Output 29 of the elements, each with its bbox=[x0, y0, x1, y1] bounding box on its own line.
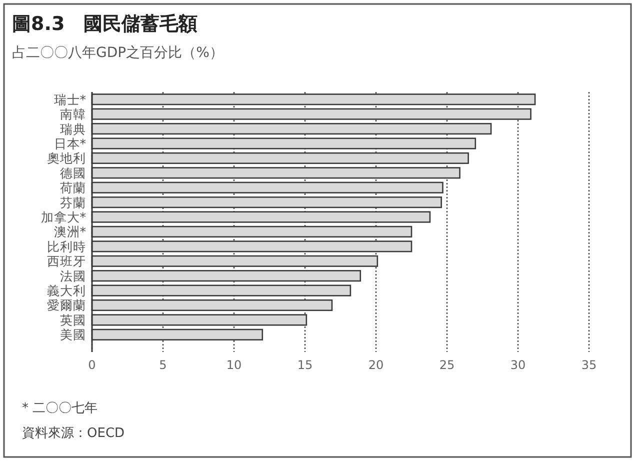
y-tick-label: 愛爾蘭 bbox=[47, 298, 86, 313]
y-tick-label: 南韓 bbox=[60, 106, 86, 122]
y-tick-label: 英國 bbox=[60, 312, 86, 328]
y-tick-label: 法國 bbox=[60, 268, 86, 284]
x-tick-label: 10 bbox=[226, 358, 242, 372]
x-tick-label: 25 bbox=[439, 358, 455, 372]
y-tick-label: 澳洲* bbox=[54, 224, 86, 240]
y-tick-label: 日本* bbox=[54, 136, 86, 151]
x-tick-label: 15 bbox=[297, 358, 313, 372]
y-tick-label: 瑞典 bbox=[60, 121, 86, 136]
chart-title: 圖8.3 國民儲蓄毛額 bbox=[12, 13, 198, 35]
y-tick-label: 義大利 bbox=[47, 283, 86, 298]
x-tick-label: 30 bbox=[510, 358, 526, 372]
x-tick-label: 5 bbox=[159, 358, 167, 372]
y-tick-label: 西班牙 bbox=[47, 254, 86, 269]
y-tick-label: 瑞士* bbox=[54, 92, 86, 107]
x-tick-label: 0 bbox=[88, 358, 96, 372]
source-note: 資料來源：OECD bbox=[22, 426, 125, 441]
x-tick-label: 35 bbox=[581, 358, 597, 372]
y-tick-label: 比利時 bbox=[47, 238, 86, 254]
y-tick-label: 荷蘭 bbox=[60, 180, 86, 196]
text: * 二〇〇七年 bbox=[22, 401, 98, 416]
y-tick-label: 加拿大* bbox=[40, 210, 86, 224]
y-tick-label: 德國 bbox=[60, 165, 86, 180]
y-tick-label: 芬蘭 bbox=[60, 194, 86, 210]
chart-subtitle: 占二〇〇八年GDP之百分比（%） bbox=[12, 45, 224, 61]
y-tick-label: 美國 bbox=[60, 327, 86, 342]
y-tick-label: 奧地利 bbox=[47, 150, 86, 166]
x-tick-label: 20 bbox=[368, 358, 384, 372]
